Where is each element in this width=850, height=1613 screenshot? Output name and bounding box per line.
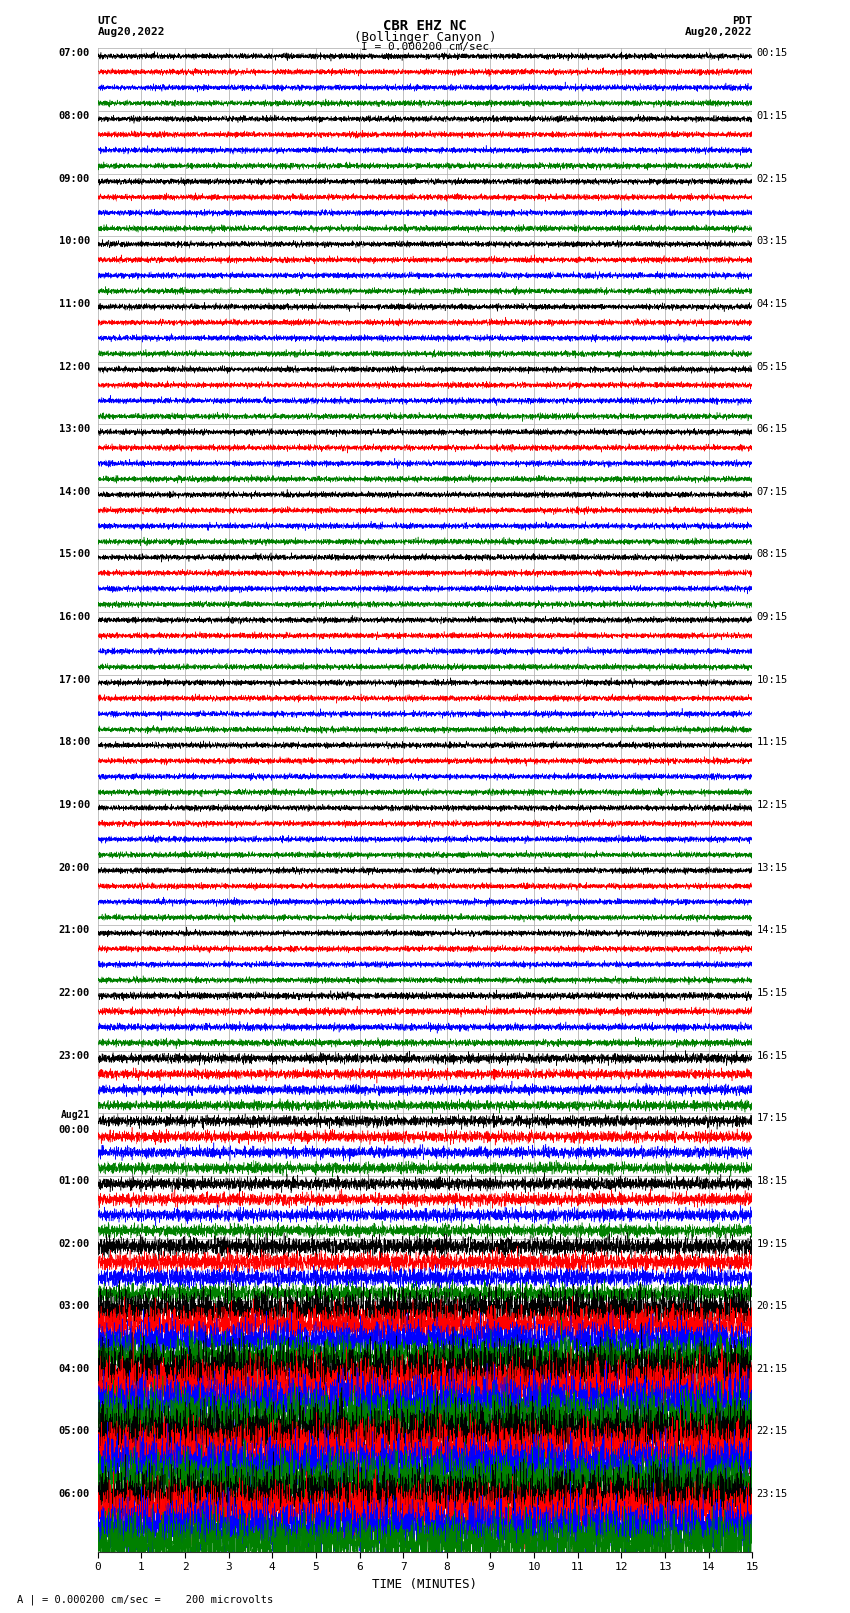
- Text: 20:15: 20:15: [756, 1302, 788, 1311]
- Text: 00:15: 00:15: [756, 48, 788, 58]
- Text: PDT: PDT: [732, 16, 752, 26]
- Text: CBR EHZ NC: CBR EHZ NC: [383, 19, 467, 34]
- Text: 15:15: 15:15: [756, 987, 788, 998]
- Text: 20:00: 20:00: [59, 863, 90, 873]
- Text: 05:00: 05:00: [59, 1426, 90, 1437]
- Text: 19:00: 19:00: [59, 800, 90, 810]
- Text: Aug21: Aug21: [60, 1110, 90, 1119]
- Text: I = 0.000200 cm/sec: I = 0.000200 cm/sec: [361, 42, 489, 52]
- Text: 11:00: 11:00: [59, 298, 90, 310]
- Text: 05:15: 05:15: [756, 361, 788, 371]
- Text: Aug20,2022: Aug20,2022: [685, 27, 752, 37]
- Text: 10:15: 10:15: [756, 674, 788, 686]
- X-axis label: TIME (MINUTES): TIME (MINUTES): [372, 1578, 478, 1590]
- Text: 06:15: 06:15: [756, 424, 788, 434]
- Text: 16:15: 16:15: [756, 1050, 788, 1061]
- Text: A | = 0.000200 cm/sec =    200 microvolts: A | = 0.000200 cm/sec = 200 microvolts: [17, 1594, 273, 1605]
- Text: 12:15: 12:15: [756, 800, 788, 810]
- Text: 15:00: 15:00: [59, 550, 90, 560]
- Text: 21:00: 21:00: [59, 926, 90, 936]
- Text: 02:00: 02:00: [59, 1239, 90, 1248]
- Text: 08:00: 08:00: [59, 111, 90, 121]
- Text: 01:15: 01:15: [756, 111, 788, 121]
- Text: 18:00: 18:00: [59, 737, 90, 747]
- Text: 23:15: 23:15: [756, 1489, 788, 1498]
- Text: 22:15: 22:15: [756, 1426, 788, 1437]
- Text: 14:00: 14:00: [59, 487, 90, 497]
- Text: 18:15: 18:15: [756, 1176, 788, 1186]
- Text: 04:00: 04:00: [59, 1365, 90, 1374]
- Text: UTC: UTC: [98, 16, 118, 26]
- Text: 03:00: 03:00: [59, 1302, 90, 1311]
- Text: 11:15: 11:15: [756, 737, 788, 747]
- Text: (Bollinger Canyon ): (Bollinger Canyon ): [354, 31, 496, 44]
- Text: 17:15: 17:15: [756, 1113, 788, 1123]
- Text: 12:00: 12:00: [59, 361, 90, 371]
- Text: 17:00: 17:00: [59, 674, 90, 686]
- Text: 13:15: 13:15: [756, 863, 788, 873]
- Text: 02:15: 02:15: [756, 174, 788, 184]
- Text: 19:15: 19:15: [756, 1239, 788, 1248]
- Text: 16:00: 16:00: [59, 613, 90, 623]
- Text: 09:00: 09:00: [59, 174, 90, 184]
- Text: 21:15: 21:15: [756, 1365, 788, 1374]
- Text: Aug20,2022: Aug20,2022: [98, 27, 165, 37]
- Text: 14:15: 14:15: [756, 926, 788, 936]
- Text: 23:00: 23:00: [59, 1050, 90, 1061]
- Text: 09:15: 09:15: [756, 613, 788, 623]
- Text: 07:15: 07:15: [756, 487, 788, 497]
- Text: 03:15: 03:15: [756, 237, 788, 247]
- Text: 06:00: 06:00: [59, 1489, 90, 1498]
- Text: 04:15: 04:15: [756, 298, 788, 310]
- Text: 08:15: 08:15: [756, 550, 788, 560]
- Text: 22:00: 22:00: [59, 987, 90, 998]
- Text: 10:00: 10:00: [59, 237, 90, 247]
- Text: 00:00: 00:00: [59, 1124, 90, 1134]
- Text: 13:00: 13:00: [59, 424, 90, 434]
- Text: 01:00: 01:00: [59, 1176, 90, 1186]
- Text: 07:00: 07:00: [59, 48, 90, 58]
